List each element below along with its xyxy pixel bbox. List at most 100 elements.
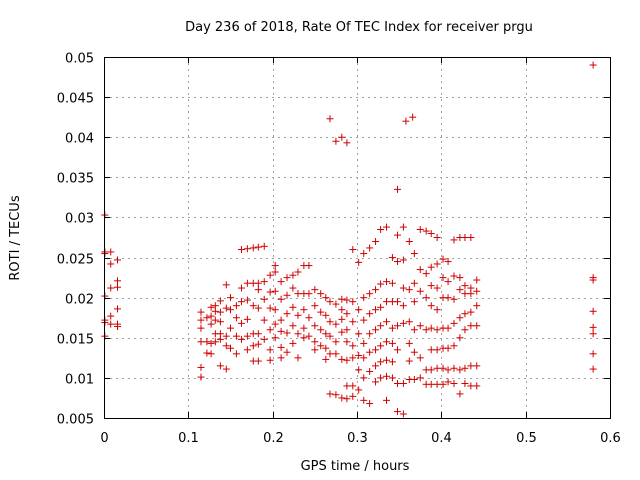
data-point — [416, 354, 424, 362]
data-point — [467, 290, 475, 298]
data-point — [332, 391, 340, 399]
data-point — [450, 272, 458, 280]
data-point — [277, 327, 285, 335]
data-point — [433, 326, 441, 334]
data-point — [207, 303, 215, 311]
data-point — [266, 356, 274, 364]
data-point — [222, 342, 230, 350]
data-point — [461, 234, 469, 241]
data-point — [377, 374, 385, 382]
data-point — [317, 326, 325, 334]
data-point — [311, 286, 319, 294]
data-point — [271, 262, 279, 270]
data-point — [388, 339, 396, 347]
data-point — [237, 246, 245, 254]
x-axis-label: GPS time / hours — [301, 459, 410, 474]
data-point — [372, 362, 380, 370]
data-point — [338, 394, 346, 402]
data-point — [289, 339, 297, 347]
data-point — [343, 382, 351, 390]
data-point — [311, 302, 319, 310]
data-point — [399, 319, 407, 327]
data-point — [439, 364, 447, 372]
data-point — [343, 326, 351, 334]
data-point — [294, 354, 302, 362]
data-point — [444, 294, 452, 302]
data-point — [326, 318, 334, 326]
data-point — [409, 113, 417, 121]
data-point — [300, 306, 308, 314]
data-point — [433, 260, 441, 268]
data-point — [473, 382, 481, 390]
data-point — [232, 302, 240, 310]
data-point — [355, 366, 363, 374]
data-point — [254, 286, 262, 294]
data-point — [422, 227, 430, 235]
data-point — [372, 346, 380, 354]
data-point — [211, 338, 219, 346]
data-points — [101, 61, 597, 418]
data-point — [473, 302, 481, 310]
data-point — [211, 307, 219, 315]
data-point — [366, 330, 374, 338]
data-point — [377, 280, 385, 288]
data-point — [473, 276, 481, 284]
axis-ticks — [104, 57, 611, 419]
data-point — [203, 349, 211, 357]
data-point — [266, 288, 274, 296]
y-tick-label: 0.005 — [57, 413, 94, 428]
data-point — [289, 284, 297, 292]
data-point — [326, 390, 334, 398]
data-point — [355, 351, 363, 359]
data-point — [266, 271, 274, 279]
data-point — [260, 335, 268, 343]
data-point — [402, 117, 410, 125]
data-point — [338, 295, 346, 303]
data-point — [322, 311, 330, 319]
data-point — [377, 342, 385, 350]
y-tick-label: 0.01 — [65, 373, 94, 388]
data-point — [317, 342, 325, 350]
x-tick-label: 0 — [100, 431, 108, 446]
data-point — [338, 315, 346, 323]
data-point — [216, 335, 224, 343]
data-point — [107, 320, 115, 328]
data-point — [444, 378, 452, 386]
data-point — [254, 330, 262, 338]
data-point — [422, 294, 430, 302]
data-point — [589, 365, 597, 373]
data-point — [222, 332, 230, 340]
data-point — [355, 330, 363, 338]
data-point — [237, 284, 245, 292]
data-point — [410, 326, 418, 334]
data-point — [433, 346, 441, 354]
data-point — [207, 350, 215, 358]
data-point — [343, 338, 351, 346]
data-point — [467, 362, 475, 370]
data-point — [243, 332, 251, 340]
data-point — [266, 304, 274, 312]
data-point — [422, 270, 430, 278]
data-point — [405, 339, 413, 347]
data-point — [427, 282, 435, 290]
data-point — [383, 356, 391, 364]
data-point — [266, 346, 274, 354]
data-point — [283, 310, 291, 318]
data-point — [332, 350, 340, 358]
data-point — [450, 295, 458, 303]
data-point — [317, 308, 325, 316]
data-point — [197, 316, 205, 324]
data-point — [332, 320, 340, 328]
data-point — [388, 254, 396, 262]
data-point — [467, 322, 475, 330]
data-point — [422, 326, 430, 334]
data-point — [589, 276, 597, 284]
data-point — [433, 284, 441, 292]
data-point — [349, 382, 357, 390]
data-point — [433, 234, 441, 241]
data-point — [271, 334, 279, 342]
y-tick-label: 0.03 — [65, 212, 94, 227]
data-point — [277, 278, 285, 286]
data-point — [450, 380, 458, 388]
y-tick-label: 0.035 — [57, 172, 94, 187]
